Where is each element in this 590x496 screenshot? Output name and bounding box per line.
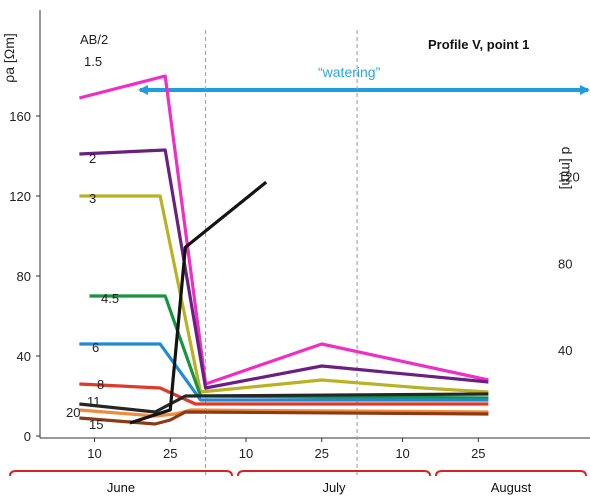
y-right-tick-label: 120 [558, 170, 580, 185]
y-right-tick-label: 40 [558, 343, 572, 358]
precipitation-line [129, 180, 268, 425]
series-line-4_5 [89, 294, 489, 400]
y-tick-label: 160 [9, 109, 31, 124]
y-axis-right-title: d [mm] [559, 147, 575, 190]
series-label-4_5: 4.5 [101, 291, 119, 306]
series-label-1_5: 1.5 [84, 54, 102, 69]
x-tick-label: 25 [471, 446, 485, 461]
y-tick-label: 120 [9, 189, 31, 204]
month-label: June [107, 480, 135, 495]
series-label-11: 11 [87, 394, 101, 409]
month-label: August [491, 480, 532, 495]
ticks-layer: 0 40 80 120 160 40 80 120 10 25 10 25 10 25 June July Au… [9, 109, 587, 495]
series-label-3: 3 [89, 191, 96, 206]
legend-title: AB/2 [80, 32, 108, 47]
series-label-20: 20 [66, 405, 80, 420]
chart-title: Profile V, point 1 [428, 37, 529, 52]
month-label: July [322, 480, 346, 495]
y-tick-label: 80 [17, 269, 31, 284]
month-bracket [9, 470, 233, 477]
series-line-3 [79, 194, 489, 394]
x-tick-label: 10 [87, 446, 101, 461]
x-gridlines [205, 30, 358, 476]
series-label-2: 2 [89, 151, 96, 166]
month-bracket [435, 470, 587, 477]
x-tick-label: 10 [395, 446, 409, 461]
x-tick-label: 25 [315, 446, 329, 461]
series-line-20 [79, 408, 489, 418]
series-label-8: 8 [97, 377, 104, 392]
x-tick-label: 25 [163, 446, 177, 461]
month-bracket [237, 470, 431, 477]
labels-layer: 1.5 2 3 4.5 6 8 11 20 15 [66, 54, 119, 432]
series-line-1_5 [78, 74, 489, 386]
y-right-tick-label: 80 [558, 256, 572, 271]
series-layer [78, 74, 489, 426]
y-axis-title: ρa [Ωm] [1, 33, 17, 83]
series-label-15: 15 [89, 417, 103, 432]
x-tick-label: 10 [239, 446, 253, 461]
y-tick-label: 0 [24, 429, 31, 444]
series-line-8 [79, 382, 489, 406]
series-line-6 [79, 342, 489, 402]
series-line-2 [79, 148, 489, 390]
series-label-6: 6 [92, 340, 99, 355]
watering-annotation: “watering” [318, 64, 381, 80]
y-tick-label: 40 [17, 349, 31, 364]
